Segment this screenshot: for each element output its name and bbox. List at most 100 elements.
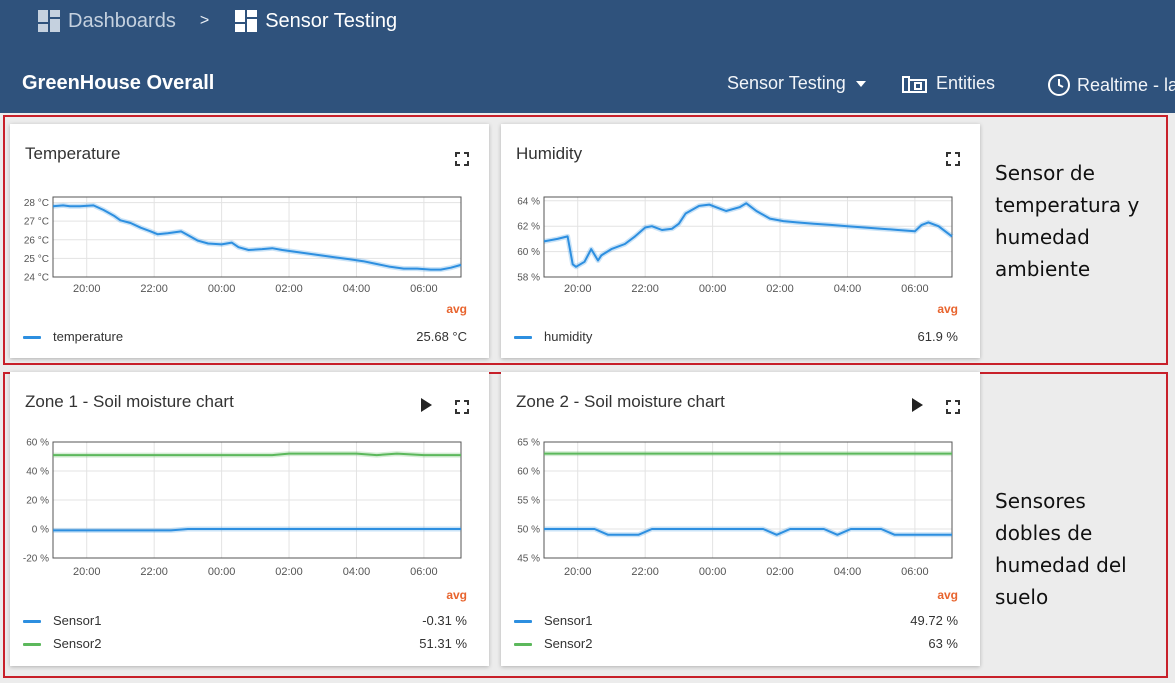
chart-canvas: 45 % 50 % 55 % 60 % 65 % 20:00 22:00 00:00 02:00… [517, 438, 953, 578]
plot-frame [543, 196, 953, 278]
x-tick-label: 00:00 [699, 283, 727, 295]
fullscreen-icon[interactable] [946, 152, 960, 166]
plot-frame [52, 196, 462, 278]
legend-swatch [23, 336, 41, 339]
legend-avg-value: -0.31 % [422, 613, 467, 628]
series-line [544, 528, 952, 536]
dashboard-title: GreenHouse Overall [22, 72, 215, 94]
entities-icon [902, 75, 927, 93]
y-tick-label: 60 % [26, 438, 49, 449]
x-tick-label: 06:00 [901, 283, 929, 295]
legend-series-name: Sensor1 [53, 613, 102, 628]
breadcrumb-separator: > [199, 12, 210, 29]
x-tick-label: 02:00 [766, 283, 794, 295]
x-tick-label: 00:00 [208, 283, 236, 295]
y-tick-label: 62 % [517, 222, 540, 233]
x-tick-label: 04:00 [834, 566, 862, 578]
x-tick-label: 22:00 [631, 566, 659, 578]
x-tick-label: 22:00 [140, 283, 168, 295]
legend-avg-header: avg [446, 588, 467, 602]
series-shadow [543, 200, 954, 270]
y-tick-label: 60 % [517, 247, 540, 258]
y-tick-label: 25 °C [24, 254, 49, 265]
x-tick-label: 04:00 [343, 566, 371, 578]
y-tick-label: 28 °C [24, 198, 49, 209]
legend-swatch [514, 643, 532, 646]
y-tick-label: 65 % [517, 438, 540, 449]
clock-icon [1048, 74, 1070, 96]
annotation-note-top: Sensor de temperatura y humedad ambiente [995, 161, 1140, 281]
legend-avg-value: 51.31 % [419, 636, 467, 651]
x-tick-label: 22:00 [140, 566, 168, 578]
series-line [52, 204, 462, 271]
caret-down-icon [855, 80, 866, 87]
legend-avg-header: avg [937, 588, 958, 602]
x-tick-label: 20:00 [564, 283, 592, 295]
legend-series-name: Sensor2 [544, 636, 593, 651]
legend-series-name: Sensor1 [544, 613, 593, 628]
x-tick-label: 00:00 [208, 566, 236, 578]
y-tick-label: 45 % [517, 554, 540, 565]
chart-canvas: -20 % 0 % 20 % 40 % 60 % 20:00 22:00 00:00 02:00… [23, 438, 462, 578]
plot-frame [52, 441, 462, 559]
timewindow-button[interactable]: Realtime - la [1047, 73, 1175, 97]
legend-item[interactable]: Sensor1 -0.31 % [23, 613, 467, 629]
widget-title: Humidity [516, 144, 583, 163]
legend-series-name: Sensor2 [53, 636, 102, 651]
y-tick-label: 40 % [26, 467, 49, 478]
x-tick-label: 02:00 [275, 283, 303, 295]
dashboards-icon [38, 10, 60, 32]
series-line [53, 452, 461, 457]
chart-canvas: 24 °C 25 °C 26 °C 27 °C 28 °C 20:00 22:00 00:00… [24, 196, 462, 295]
play-icon[interactable] [912, 398, 923, 412]
legend-avg-value: 61.9 % [917, 329, 958, 344]
breadcrumb-dashboards-label: Dashboards [68, 9, 176, 32]
x-tick-label: 06:00 [901, 566, 929, 578]
x-tick-label: 20:00 [73, 566, 101, 578]
y-tick-label: 50 % [517, 525, 540, 536]
x-tick-label: 20:00 [73, 283, 101, 295]
legend-swatch [23, 643, 41, 646]
legend-avg-value: 25.68 °C [416, 329, 467, 344]
legend-avg-value: 63 % [928, 636, 958, 651]
y-tick-label: -20 % [23, 554, 49, 565]
state-selector-label: Sensor Testing [727, 73, 846, 93]
x-tick-label: 06:00 [410, 283, 438, 295]
legend-item[interactable]: Sensor2 51.31 % [23, 636, 467, 652]
y-tick-label: 27 °C [24, 217, 49, 228]
breadcrumb-dashboards[interactable]: Dashboards [38, 10, 176, 33]
x-tick-label: 02:00 [766, 566, 794, 578]
legend-swatch [23, 620, 41, 623]
annotation-note-bottom: Sensores dobles de humedad del suelo [995, 489, 1127, 609]
temperature-widget: Temperature 24 °C 25 °C 26 °C 27 °C 28 °C 20:… [10, 124, 489, 358]
y-tick-label: 0 % [32, 525, 49, 536]
legend-item[interactable]: Sensor2 63 % [514, 636, 958, 652]
legend-item[interactable]: Sensor1 49.72 % [514, 613, 958, 629]
plot-frame [543, 441, 953, 559]
play-icon[interactable] [421, 398, 432, 412]
y-tick-label: 20 % [26, 496, 49, 507]
x-tick-label: 22:00 [631, 283, 659, 295]
humidity-widget: Humidity 58 % 60 % 62 % 64 % 20:00 22:00 00:00… [501, 124, 980, 358]
fullscreen-icon[interactable] [455, 400, 469, 414]
y-tick-label: 24 °C [24, 273, 49, 284]
fullscreen-icon[interactable] [455, 152, 469, 166]
legend-avg-header: avg [446, 302, 467, 316]
y-tick-label: 55 % [517, 496, 540, 507]
widget-title: Zone 2 - Soil moisture chart [516, 392, 725, 411]
annotation-box-top [3, 115, 1168, 365]
state-selector[interactable]: Sensor Testing [727, 73, 866, 94]
legend-series-name: temperature [53, 329, 124, 344]
legend-item[interactable]: humidity 61.9 % [514, 329, 958, 345]
entities-label: Entities [936, 73, 996, 93]
breadcrumb: Dashboards > Sensor Testing [38, 8, 397, 34]
legend-swatch [514, 620, 532, 623]
x-tick-label: 20:00 [564, 566, 592, 578]
entities-button[interactable]: Entities [902, 73, 995, 94]
series-line [543, 202, 953, 268]
fullscreen-icon[interactable] [946, 400, 960, 414]
breadcrumb-current-label: Sensor Testing [265, 9, 398, 32]
y-tick-label: 26 °C [24, 235, 49, 246]
timewindow-label: Realtime - la [1077, 74, 1175, 95]
legend-item[interactable]: temperature 25.68 °C [23, 329, 467, 345]
